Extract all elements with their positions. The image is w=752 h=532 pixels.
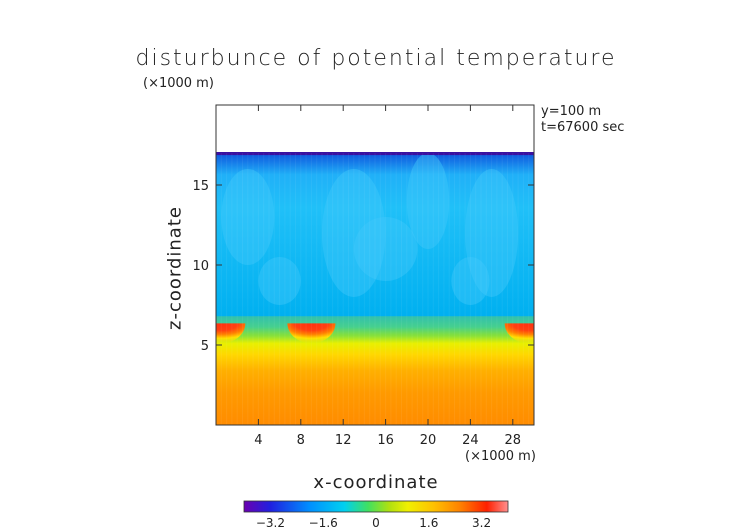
field-blob [353, 217, 418, 281]
hot-spot [216, 323, 246, 344]
x-tick-label: 8 [297, 433, 305, 448]
colorbar-tick-label: −3.2 [256, 516, 285, 530]
colorbar-tick-label: 0 [372, 516, 380, 530]
y-tick-label: 5 [201, 339, 209, 354]
colorbar-bar [243, 500, 509, 513]
colorbar: −3.2 −1.6 0 1.6 3.2 [243, 500, 509, 530]
y-tick-label: 10 [192, 259, 209, 274]
chart-title: disturbunce of potential temperature [135, 46, 617, 71]
field-blob [465, 169, 519, 297]
field-blob [451, 257, 490, 305]
x-tick-label: 4 [254, 433, 262, 448]
y-tick-label: 15 [192, 179, 209, 194]
top-boundary [216, 152, 534, 155]
x-tick-label: 20 [420, 433, 437, 448]
x-tick-label: 24 [462, 433, 479, 448]
x-tick-label: 16 [377, 433, 394, 448]
x-axis-label: x-coordinate [313, 472, 439, 493]
y-axis-unit: (×1000 m) [143, 76, 214, 91]
field-blob [406, 153, 450, 249]
field-body [216, 153, 534, 425]
x-tick-label: 12 [335, 433, 352, 448]
x-tick-label: 28 [505, 433, 522, 448]
annotation-y-position: y=100 m [541, 104, 602, 119]
annotation-time: t=67600 sec [541, 120, 625, 135]
field-blob [258, 257, 301, 305]
x-axis-unit: (×1000 m) [465, 449, 536, 464]
colorbar-tick-label: 1.6 [419, 516, 438, 530]
hot-spot [287, 323, 336, 344]
colorbar-tick-label: −1.6 [309, 516, 338, 530]
plot-area [216, 152, 534, 425]
field-blob [221, 169, 275, 265]
hot-spot [504, 323, 534, 344]
colorbar-tick-label: 3.2 [472, 516, 491, 530]
field-blob [322, 169, 386, 297]
axis-ticks: 4 8 12 16 20 24 28 5 10 15 [192, 105, 534, 448]
